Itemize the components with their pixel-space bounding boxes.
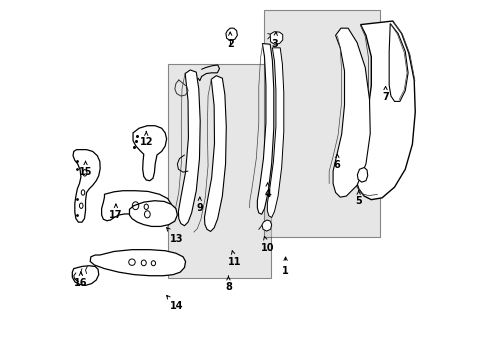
Polygon shape (257, 44, 273, 214)
Text: 2: 2 (226, 32, 233, 49)
Text: 11: 11 (228, 251, 242, 267)
Polygon shape (72, 266, 99, 285)
Bar (264, 10, 380, 237)
Polygon shape (267, 48, 283, 217)
Polygon shape (270, 32, 282, 44)
Polygon shape (357, 167, 367, 182)
Polygon shape (90, 249, 185, 276)
Text: 5: 5 (354, 190, 361, 206)
Text: 6: 6 (333, 154, 340, 170)
Bar (167, 64, 271, 278)
Polygon shape (204, 76, 226, 231)
Text: 13: 13 (166, 228, 183, 244)
Text: 1: 1 (282, 257, 288, 276)
Polygon shape (178, 70, 200, 226)
Text: 3: 3 (271, 32, 278, 49)
Text: 16: 16 (74, 272, 87, 288)
Text: 12: 12 (139, 131, 153, 147)
Polygon shape (73, 150, 100, 222)
Text: 4: 4 (264, 183, 270, 199)
Polygon shape (133, 126, 166, 181)
Text: 9: 9 (196, 197, 203, 213)
Text: 7: 7 (381, 86, 388, 103)
Polygon shape (388, 23, 407, 102)
Polygon shape (129, 201, 177, 226)
Text: 15: 15 (79, 161, 92, 177)
Polygon shape (332, 28, 369, 197)
Text: 8: 8 (224, 276, 231, 292)
Polygon shape (354, 21, 414, 200)
Polygon shape (225, 28, 237, 41)
Text: 14: 14 (166, 296, 183, 311)
Text: 10: 10 (260, 237, 273, 252)
Text: 17: 17 (109, 204, 122, 220)
Polygon shape (262, 220, 271, 231)
Polygon shape (102, 191, 171, 221)
